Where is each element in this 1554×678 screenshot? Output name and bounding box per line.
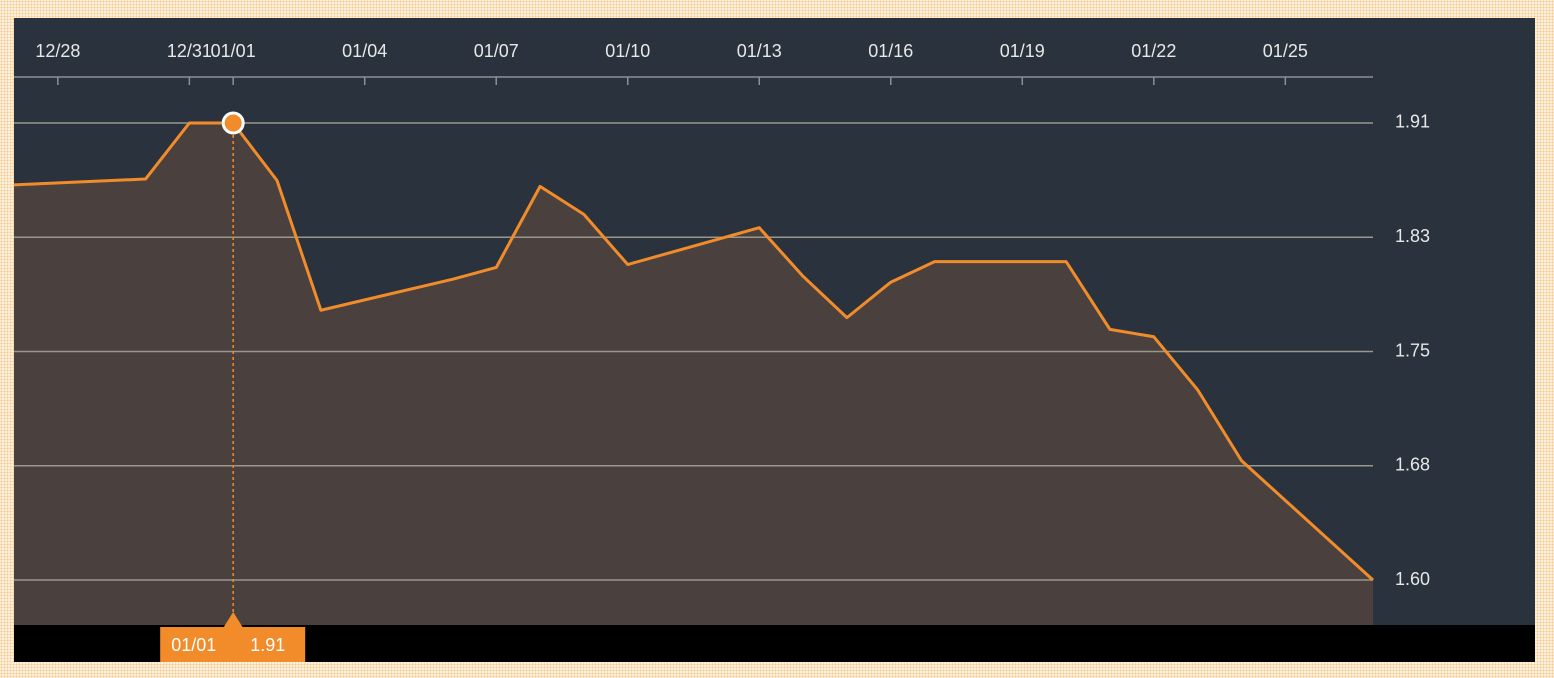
area-fill bbox=[14, 122, 1373, 625]
x-tick-label: 01/07 bbox=[474, 41, 519, 61]
y-tick-label: 1.60 bbox=[1395, 569, 1430, 589]
x-tick-label: 12/28 bbox=[35, 41, 80, 61]
tooltip-value: 1.91 bbox=[250, 635, 285, 655]
tooltip-date: 01/01 bbox=[171, 635, 216, 655]
y-tick-label: 1.75 bbox=[1395, 340, 1430, 360]
x-tick-label: 12/31 bbox=[167, 41, 212, 61]
line bbox=[13, 121, 1375, 582]
y-tick-label: 1.68 bbox=[1395, 455, 1430, 475]
y-tick-label: 1.83 bbox=[1395, 226, 1430, 246]
x-tick-label: 01/04 bbox=[342, 41, 387, 61]
x-tick-label: 01/01 bbox=[211, 41, 256, 61]
x-tick-label: 01/13 bbox=[737, 41, 782, 61]
x-tick-label: 01/25 bbox=[1263, 41, 1308, 61]
tooltip-pointer bbox=[223, 612, 244, 628]
x-tick-label: 01/19 bbox=[1000, 41, 1045, 61]
highlight-point bbox=[221, 111, 245, 135]
x-tick-label: 01/10 bbox=[605, 41, 650, 61]
tooltip-box bbox=[160, 627, 306, 662]
x-tick-label: 01/22 bbox=[1131, 41, 1176, 61]
x-tick-label: 01/16 bbox=[868, 41, 913, 61]
y-tick-label: 1.91 bbox=[1395, 112, 1430, 132]
